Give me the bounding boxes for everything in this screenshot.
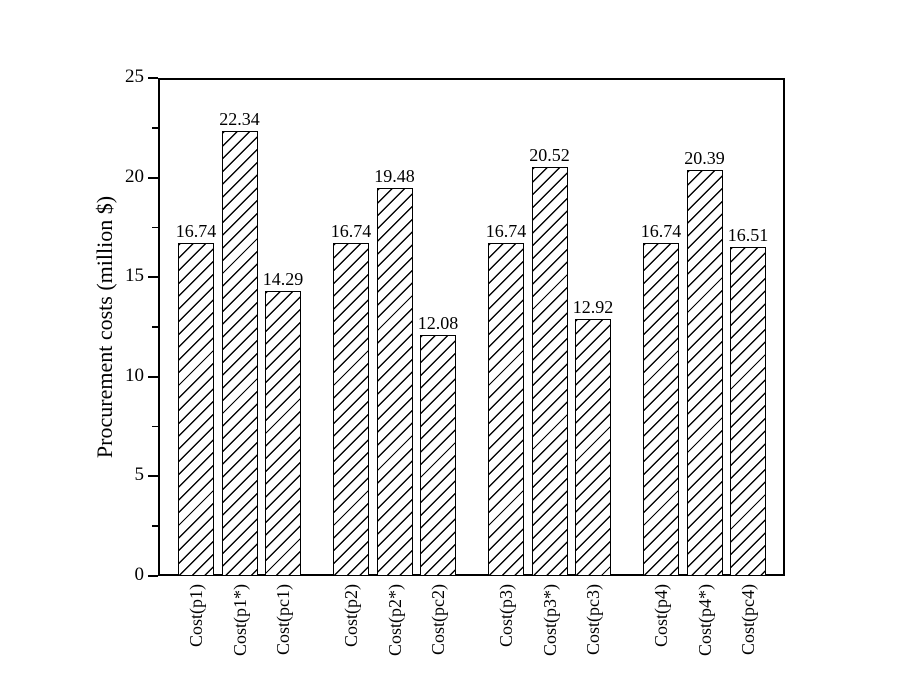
x-category-label: Cost(p4) [651,584,671,647]
bar-value-label: 22.34 [219,108,260,129]
y-axis-major-tick [148,575,158,577]
y-axis-major-tick [148,176,158,179]
x-category-label: Cost(p2*) [384,584,405,656]
bar-value-label: 19.48 [374,165,415,186]
x-category-label: Cost(pc1) [273,584,293,655]
plot-area [158,78,785,576]
bar-value-label: 16.51 [727,225,769,246]
y-axis-minor-tick [152,525,158,527]
y-tick-label: 0 [134,564,145,585]
x-category-label: Cost(pc3) [583,584,603,655]
x-category-label: Cost(p2) [341,584,361,647]
bar-Cost(pc3) [575,318,611,576]
bar-value-label: 20.52 [529,145,570,166]
x-category-label: Cost(p4*) [694,584,715,656]
y-axis-minor-tick [152,425,158,428]
bar-value-label: 16.74 [640,220,682,241]
y-tick-label: 5 [134,464,145,486]
x-category-label: Cost(p3) [496,584,516,647]
y-axis-title: Procurement costs (million $) [92,195,117,459]
y-tick-label: 15 [125,265,144,287]
bar-Cost(p4*) [686,169,723,576]
bar-Cost(p1) [178,242,214,576]
x-category-label: Cost(pc4) [738,584,758,655]
y-axis-minor-tick [152,226,158,229]
bar-Cost(pc1) [265,291,301,576]
bar-value-label: 16.74 [330,220,372,241]
bar-Cost(p2*) [376,187,413,576]
y-axis-major-tick [148,375,158,378]
y-axis-major-tick [148,77,158,79]
y-tick-label: 25 [125,66,144,87]
bar-value-label: 20.39 [684,147,725,168]
y-axis-minor-tick [152,326,158,328]
y-axis-major-tick [148,475,158,478]
bar-value-label: 12.08 [417,313,459,334]
bar-Cost(p1*) [221,130,258,576]
bar-value-label: 16.74 [485,220,527,241]
x-category-label: Cost(p1) [186,584,206,647]
y-tick-label: 20 [125,165,144,187]
bar-Cost(p3*) [531,167,568,576]
bar-value-label: 14.29 [262,269,304,290]
bar-Cost(pc2) [420,335,456,576]
bar-Cost(p3) [488,242,524,576]
x-category-label: Cost(p3*) [539,584,560,656]
bar-Cost(pc4) [730,247,766,576]
x-category-label: Cost(pc2) [428,584,448,655]
bar-value-label: 16.74 [175,220,217,241]
bar-value-label: 12.92 [572,296,614,317]
y-axis-minor-tick [152,127,158,129]
y-tick-label: 10 [125,364,144,386]
bar-Cost(p4) [643,242,679,576]
bar-Cost(p2) [333,242,369,576]
x-category-label: Cost(p1*) [229,584,250,656]
y-axis-major-tick [148,276,158,279]
